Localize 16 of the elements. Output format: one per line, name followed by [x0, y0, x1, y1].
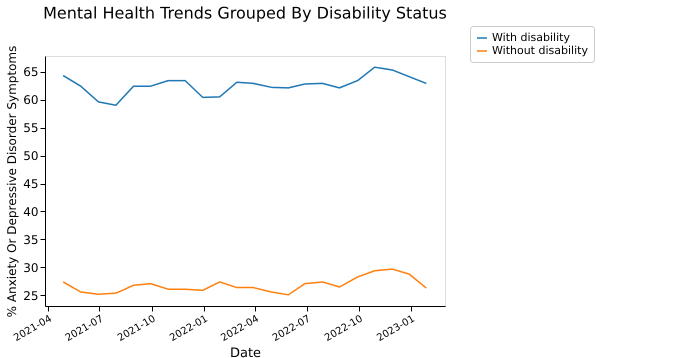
x-axis-title: Date — [230, 346, 262, 358]
y-tick-label: 40 — [23, 204, 38, 219]
line-series — [62, 66, 428, 106]
y-tick-label: 30 — [23, 260, 38, 275]
y-tick-label: 60 — [23, 93, 38, 108]
y-tick-label: 55 — [23, 121, 38, 136]
legend-label: With disability — [492, 31, 570, 44]
y-tick-label: 50 — [23, 149, 38, 164]
chart-title: Mental Health Trends Grouped By Disability Status — [43, 4, 447, 22]
line-series — [62, 268, 428, 296]
y-tick-label: 65 — [23, 65, 38, 80]
y-tick-label: 45 — [23, 177, 38, 192]
y-tick-label: 25 — [23, 288, 38, 303]
y-tick-label: 35 — [23, 232, 38, 247]
legend-label: Without disability — [492, 44, 588, 57]
y-axis-title: % Anxiety Or Depressive Disorder Symptoms — [5, 46, 20, 318]
